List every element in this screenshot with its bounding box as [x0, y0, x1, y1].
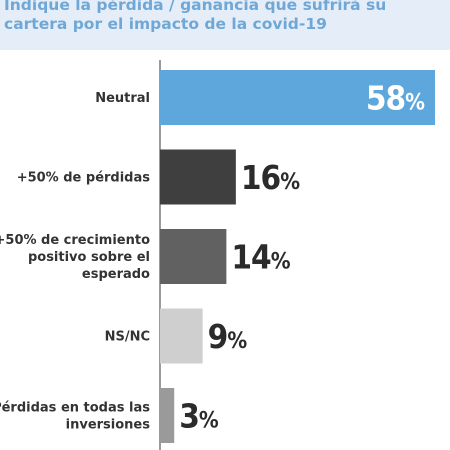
chart-title: Indique la pérdida / ganancia que sufrir… [4, 0, 387, 33]
bar-1 [160, 149, 236, 205]
bars-group: Neutral 58% +50% de pérdidas 16% +50% de cre… [0, 70, 435, 443]
category-label-1: +50% de pérdidas [17, 171, 151, 186]
value-label-1: 16% [241, 158, 300, 197]
value-label-4: 3% [179, 397, 219, 436]
value-label-0: 58% [366, 79, 425, 118]
bar-4 [160, 388, 175, 443]
bar-3 [160, 308, 203, 364]
value-label-2: 14% [231, 238, 290, 277]
bar-2 [160, 229, 227, 284]
value-label-3: 9% [208, 317, 248, 356]
category-label-0: Neutral [95, 91, 150, 106]
category-label-3: NS/NC [105, 330, 150, 345]
category-label-2: +50% de crecimiento positivo sobre el espe… [0, 233, 150, 282]
category-label-4: Pérdidas en todas las inversiones [0, 401, 150, 433]
chart-header: Indique la pérdida / ganancia que sufrir… [0, 0, 450, 50]
bar-0 [160, 70, 435, 125]
